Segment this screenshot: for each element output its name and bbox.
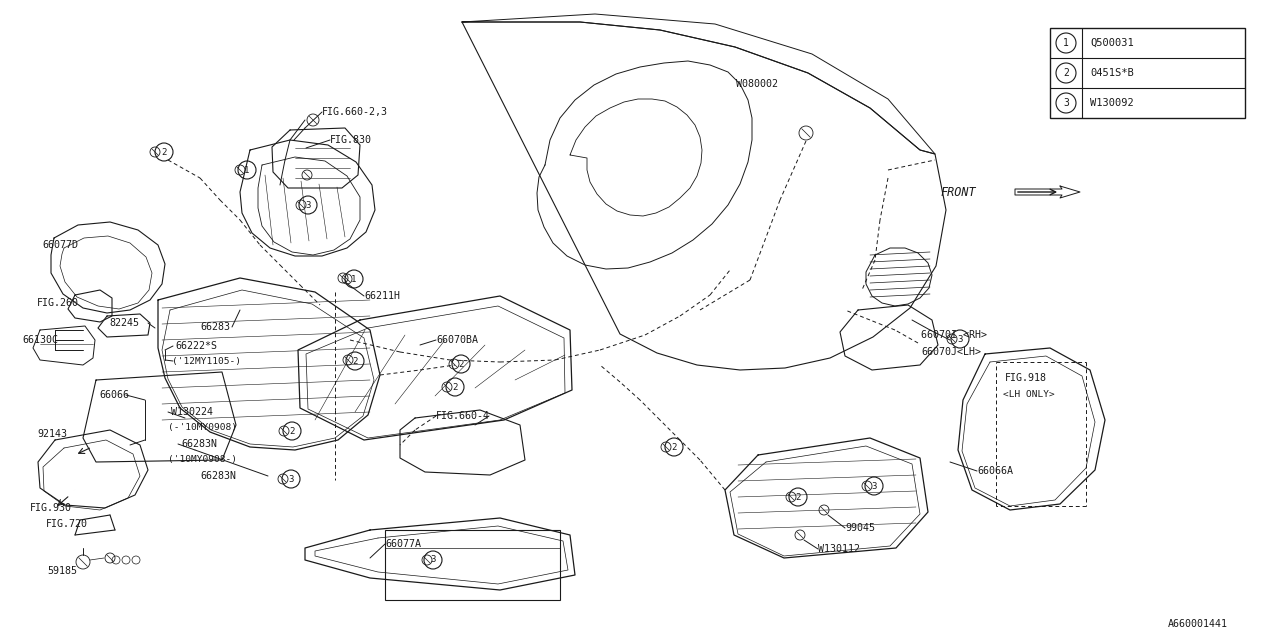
Text: 3: 3 (288, 474, 293, 483)
Text: FIG.660-4: FIG.660-4 (436, 411, 490, 421)
Text: W080002: W080002 (736, 79, 778, 89)
Text: 66211H: 66211H (364, 291, 401, 301)
Text: 0451S*B: 0451S*B (1091, 68, 1134, 78)
Text: W130112: W130112 (818, 544, 860, 554)
Text: FIG.918: FIG.918 (1005, 373, 1047, 383)
Text: Q500031: Q500031 (1091, 38, 1134, 48)
Bar (385, 530, 561, 600)
Text: (-'10MY0908): (-'10MY0908) (168, 422, 237, 431)
Text: A660001441: A660001441 (1169, 619, 1228, 629)
Text: W130092: W130092 (1091, 98, 1134, 108)
Text: 66130C: 66130C (22, 335, 58, 345)
Text: ('12MY1105-): ('12MY1105-) (172, 356, 241, 365)
Bar (1050, 28, 1245, 118)
Text: 66070I <RH>: 66070I <RH> (922, 330, 987, 340)
Text: 66066: 66066 (99, 390, 129, 400)
Text: 99045: 99045 (845, 523, 876, 533)
Text: 2: 2 (795, 493, 801, 502)
Text: 3: 3 (306, 200, 311, 209)
Text: FIG.260: FIG.260 (37, 298, 79, 308)
Text: 66077A: 66077A (385, 539, 421, 549)
Text: 2: 2 (1064, 68, 1069, 78)
Text: FIG.720: FIG.720 (46, 519, 88, 529)
Text: 2: 2 (289, 426, 294, 435)
Text: 3: 3 (1064, 98, 1069, 108)
Text: 3: 3 (957, 335, 963, 344)
Text: 2: 2 (352, 356, 357, 365)
Text: 2: 2 (671, 442, 677, 451)
Text: 1: 1 (1064, 38, 1069, 48)
Text: 92143: 92143 (37, 429, 67, 439)
Text: FIG.830: FIG.830 (330, 135, 372, 145)
Text: W130224: W130224 (172, 407, 212, 417)
Text: 66070J<LH>: 66070J<LH> (922, 347, 980, 357)
Text: <LH ONLY>: <LH ONLY> (1004, 390, 1055, 399)
Text: 3: 3 (430, 556, 435, 564)
Text: 59185: 59185 (47, 566, 77, 576)
Text: 66283N: 66283N (180, 439, 218, 449)
Text: 66222*S: 66222*S (175, 341, 218, 351)
Text: 66077D: 66077D (42, 240, 78, 250)
Text: 2: 2 (161, 147, 166, 157)
Text: 3: 3 (872, 481, 877, 490)
Text: 2: 2 (452, 383, 458, 392)
Text: ('10MY0908-): ('10MY0908-) (168, 454, 237, 463)
Text: FRONT: FRONT (940, 186, 975, 198)
Text: 82245: 82245 (109, 318, 140, 328)
Text: 66066A: 66066A (977, 466, 1012, 476)
Text: 66283: 66283 (200, 322, 230, 332)
Text: 66070BA: 66070BA (436, 335, 477, 345)
Text: 66283N: 66283N (200, 471, 236, 481)
Text: 1: 1 (244, 166, 250, 175)
Text: FIG.930: FIG.930 (29, 503, 72, 513)
Text: FIG.660-2,3: FIG.660-2,3 (323, 107, 388, 117)
Text: 1: 1 (351, 275, 357, 284)
Text: 2: 2 (458, 360, 463, 369)
